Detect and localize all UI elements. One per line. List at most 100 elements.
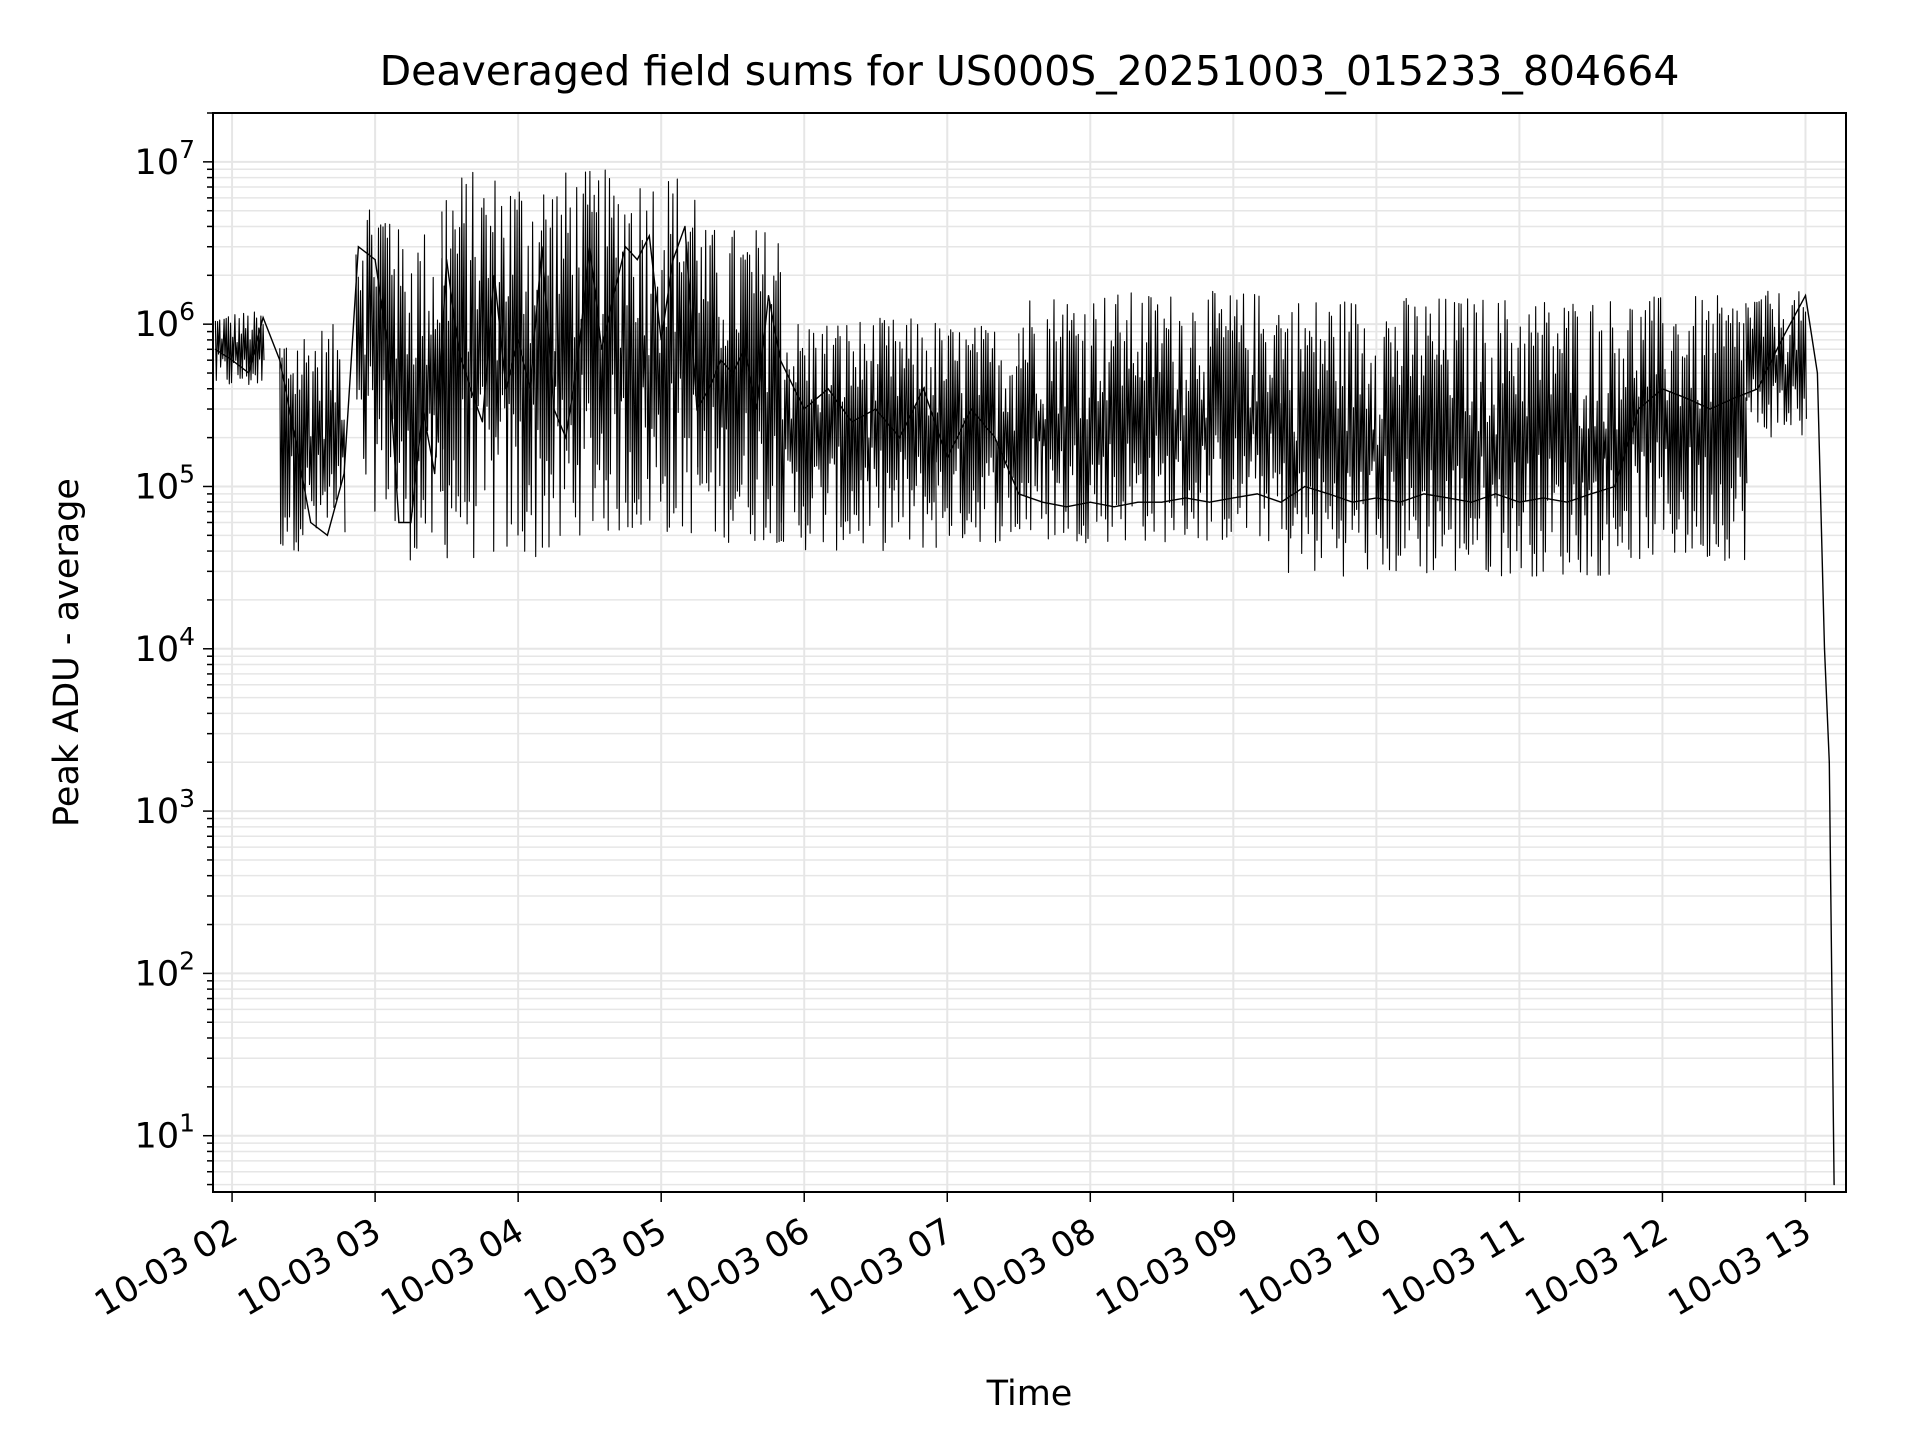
data-point (970, 408, 972, 410)
data-point (553, 408, 555, 410)
data-point (248, 372, 250, 374)
data-point (457, 348, 460, 350)
data-point (708, 388, 710, 390)
data-point (612, 295, 615, 297)
data-point (1638, 408, 1640, 410)
data-point (1823, 648, 1826, 650)
data-point (517, 339, 519, 341)
data-point (779, 359, 782, 361)
data-point (1495, 493, 1497, 495)
data-point (529, 388, 531, 390)
series-segment (1614, 295, 1748, 561)
data-point (1685, 397, 1687, 399)
y-tick-base: 10 (135, 792, 180, 832)
y-tick-label: 101 (135, 1109, 195, 1157)
data-point (803, 408, 805, 410)
data-point (744, 348, 746, 350)
data-point (481, 421, 483, 423)
data-point (589, 246, 591, 248)
data-point (1542, 497, 1544, 499)
data-point (1065, 506, 1068, 508)
data-point (994, 437, 996, 439)
x-axis-label: Time (986, 1374, 1073, 1414)
data-point (1423, 493, 1425, 495)
y-tick-exponent: 4 (179, 622, 195, 651)
data-point (422, 408, 424, 410)
data-point (262, 316, 264, 319)
grid (213, 112, 1846, 1192)
data-point (310, 521, 312, 524)
series-segment (355, 209, 396, 512)
data-point (660, 339, 662, 341)
data-point (1447, 497, 1449, 499)
data-point (1757, 388, 1759, 390)
data-point (1113, 506, 1115, 508)
data-point (1804, 295, 1807, 297)
data-point (648, 235, 650, 237)
data-point (720, 359, 722, 361)
y-tick-exponent: 5 (179, 459, 195, 488)
data-point (1185, 497, 1187, 499)
plot-frame (212, 112, 1847, 1193)
data-point (1566, 501, 1568, 503)
y-tick-label: 103 (135, 784, 195, 832)
data-point (469, 388, 472, 390)
data-layer (214, 169, 1835, 1186)
data-point (1518, 501, 1520, 503)
chart-title: Deaveraged field sums for US000S_2025100… (380, 47, 1680, 95)
data-point (1828, 761, 1830, 763)
data-point (1781, 339, 1783, 341)
series-segment (565, 169, 699, 536)
series-line (215, 226, 1835, 1185)
data-point (1399, 501, 1401, 503)
data-point (1304, 485, 1306, 488)
data-point (922, 388, 925, 390)
data-point (696, 408, 698, 410)
data-point (1137, 501, 1139, 503)
data-point (505, 388, 507, 390)
data-point (1232, 497, 1234, 499)
data-point (446, 259, 448, 261)
data-point (214, 348, 216, 350)
data-point (1161, 501, 1163, 503)
data-point (1018, 493, 1020, 495)
data-point (1042, 501, 1044, 503)
data-point (1208, 501, 1211, 503)
data-point (1733, 397, 1735, 399)
data-point (577, 359, 579, 361)
y-tick-exponent: 3 (179, 784, 195, 813)
data-point (851, 421, 853, 423)
data-point (398, 521, 400, 524)
data-point (767, 295, 770, 297)
data-point (636, 259, 638, 261)
data-point (875, 408, 877, 410)
y-tick-base: 10 (135, 143, 180, 183)
y-axis-label: Peak ADU - average (47, 478, 87, 827)
data-point (601, 348, 603, 350)
data-point (357, 246, 359, 248)
data-point (410, 521, 412, 524)
y-tick-exponent: 1 (179, 1109, 195, 1138)
y-tick-base: 10 (135, 305, 180, 345)
y-tick-label: 105 (135, 459, 195, 507)
series-segment (779, 317, 937, 552)
data-point (374, 259, 376, 261)
data-point (1709, 408, 1711, 410)
data-point (827, 388, 829, 390)
data-point (386, 339, 388, 341)
data-point (565, 437, 567, 439)
series-segment (279, 323, 346, 552)
y-tick-label: 107 (135, 135, 195, 183)
y-tick-exponent: 7 (179, 135, 195, 164)
data-point (1614, 485, 1616, 488)
data-point (624, 246, 627, 248)
data-point (343, 473, 345, 475)
data-point (1351, 501, 1354, 503)
series-segment (696, 229, 782, 544)
data-point (1590, 493, 1592, 495)
y-tick-exponent: 2 (179, 946, 195, 975)
y-tick-label: 104 (135, 622, 195, 670)
y-tick-label: 102 (135, 946, 195, 994)
series-segment (934, 325, 1021, 543)
